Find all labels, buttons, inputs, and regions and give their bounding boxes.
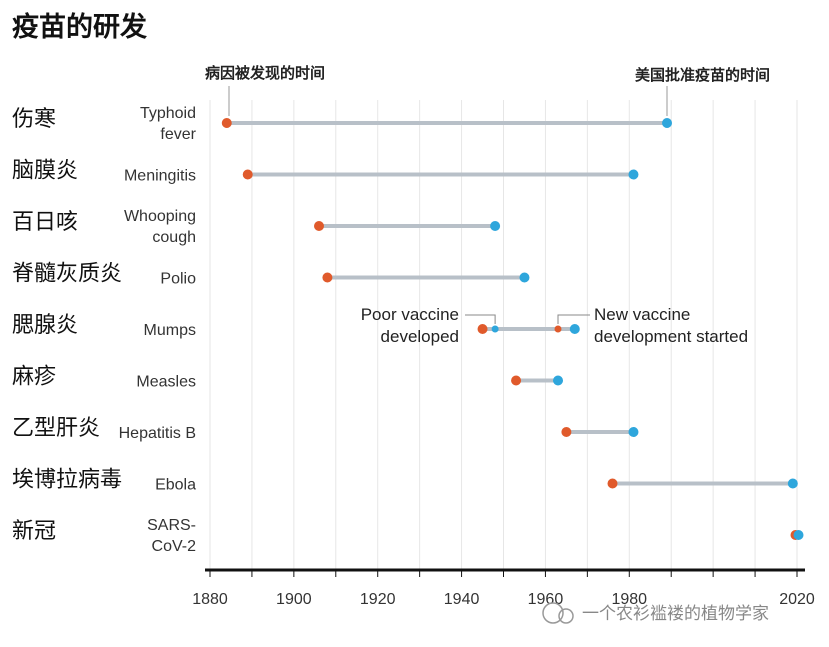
row-label-en: Whooping — [124, 208, 196, 225]
row-0: 伤寒 Typhoid fever — [12, 105, 673, 143]
header-discovered-label: 病因被发现的时间 — [205, 64, 325, 82]
row-label-zh: 腮腺炎 — [12, 313, 78, 338]
wechat-icon — [542, 602, 564, 624]
wechat-icon-small — [558, 608, 574, 624]
vaccine-point — [519, 272, 530, 283]
discovered-point — [511, 375, 522, 386]
x-tick-label: 1940 — [444, 591, 480, 608]
row-label-en: Mumps — [144, 322, 196, 339]
row-5: 麻疹 Measles — [12, 365, 564, 391]
vaccine-point — [569, 324, 580, 334]
vaccine-point — [628, 427, 639, 437]
x-tick-label: 1980 — [611, 591, 647, 608]
new-vaccine-label: New vaccine — [594, 305, 690, 324]
x-tick-label: 1920 — [360, 591, 396, 608]
row-3: 脊髓灰质炎 Polio — [12, 262, 530, 288]
row-label-zh: 埃博拉病毒 — [12, 468, 122, 493]
row-label-zh: 脑膜炎 — [12, 159, 78, 184]
row-label-en: Measles — [136, 374, 196, 391]
discovered-point — [322, 272, 333, 283]
row-7: 埃博拉病毒 Ebola — [12, 468, 798, 494]
header-vaccine-label: 美国批准疫苗的时间 — [635, 66, 770, 84]
row-label-en: fever — [160, 126, 196, 143]
row-label-zh: 乙型肝炎 — [12, 416, 100, 441]
watermark: 一个农衫褴褛的植物学家 — [542, 602, 769, 624]
row-label-zh: 百日咳 — [12, 210, 78, 235]
discovered-point — [607, 478, 618, 489]
poor-vaccine-point — [491, 325, 499, 333]
vaccine-point — [553, 375, 564, 386]
new-vaccine-label: development started — [594, 327, 748, 346]
chart-title: 疫苗的研发 — [12, 11, 147, 43]
discovered-point — [314, 221, 325, 231]
row-label-en: Meningitis — [124, 168, 196, 185]
row-label-en: Polio — [160, 271, 196, 288]
row-8: 新冠 SARS- CoV-2 — [12, 517, 804, 555]
row-label-en: CoV-2 — [152, 538, 197, 555]
vaccine-point — [490, 221, 501, 231]
poor-vaccine-label: Poor vaccine — [361, 305, 459, 324]
mumps-annotations: Poor vaccine developed New vaccine developm… — [361, 305, 748, 346]
row-label-en: Ebola — [155, 477, 196, 494]
row-label-zh: 伤寒 — [12, 107, 56, 132]
x-axis: 1880 1900 1920 1940 1960 1980 2020 — [192, 568, 815, 608]
discovered-point — [221, 118, 232, 128]
discovered-point — [242, 169, 253, 180]
row-6: 乙型肝炎 Hepatitis B — [12, 416, 639, 442]
new-vaccine-leader — [557, 314, 590, 324]
gridlines — [209, 100, 798, 570]
row-label-en: SARS- — [147, 517, 196, 534]
row-label-zh: 新冠 — [12, 519, 56, 544]
chart-rows: 伤寒 Typhoid fever 脑膜炎 Meningitis 百日咳 Whooping co… — [12, 105, 804, 555]
row-label-zh: 麻疹 — [12, 365, 56, 390]
row-label-en: Hepatitis B — [119, 425, 196, 442]
row-label-en: cough — [152, 229, 196, 246]
discovered-point — [561, 427, 572, 437]
watermark-text: 一个农衫褴褛的植物学家 — [582, 604, 769, 624]
row-1: 脑膜炎 Meningitis — [12, 159, 639, 185]
x-tick-label: 1880 — [192, 591, 228, 608]
new-vaccine-start-point — [554, 325, 562, 333]
vaccine-point — [787, 478, 798, 489]
poor-vaccine-leader — [465, 314, 496, 324]
row-2: 百日咳 Whooping cough — [12, 208, 501, 246]
x-tick-label: 1900 — [276, 591, 312, 608]
row-label-en: Typhoid — [140, 105, 196, 122]
x-tick-label: 2020 — [779, 591, 815, 608]
row-label-zh: 脊髓灰质炎 — [12, 262, 122, 287]
vaccine-point — [628, 169, 639, 180]
vaccine-point — [793, 530, 804, 540]
discovered-point — [477, 324, 488, 334]
vaccine-point — [662, 118, 673, 128]
poor-vaccine-label: developed — [381, 327, 459, 346]
